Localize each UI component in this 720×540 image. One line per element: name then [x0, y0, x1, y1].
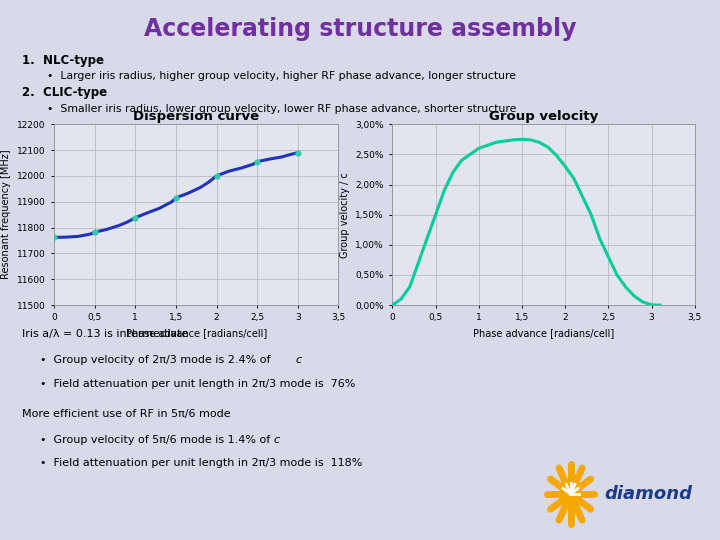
Y-axis label: Group velocity / c: Group velocity / c — [340, 172, 350, 258]
Text: Accelerating structure assembly: Accelerating structure assembly — [144, 17, 576, 41]
Text: More efficient use of RF in 5π/6 mode: More efficient use of RF in 5π/6 mode — [22, 409, 230, 419]
Text: 1.  NLC-type: 1. NLC-type — [22, 54, 104, 67]
Text: c: c — [295, 355, 302, 366]
Circle shape — [561, 481, 580, 507]
Text: diamond: diamond — [605, 485, 693, 503]
Text: •  Group velocity of 2π/3 mode is 2.4% of: • Group velocity of 2π/3 mode is 2.4% of — [40, 355, 274, 366]
Text: c: c — [274, 435, 280, 445]
Title: Dispersion curve: Dispersion curve — [133, 110, 259, 123]
Text: •  Field attenuation per unit length in 2π/3 mode is  76%: • Field attenuation per unit length in 2… — [40, 379, 355, 389]
Text: •  Smaller iris radius, lower group velocity, lower RF phase advance, shorter st: • Smaller iris radius, lower group veloc… — [47, 104, 516, 114]
Y-axis label: Resonant frequency [MHz]: Resonant frequency [MHz] — [1, 150, 12, 280]
Text: •  Larger iris radius, higher group velocity, higher RF phase advance, longer st: • Larger iris radius, higher group veloc… — [47, 71, 516, 82]
Text: •  Field attenuation per unit length in 2π/3 mode is  118%: • Field attenuation per unit length in 2… — [40, 458, 362, 469]
Text: •  Group velocity of 5π/6 mode is 1.4% of: • Group velocity of 5π/6 mode is 1.4% of — [40, 435, 274, 445]
X-axis label: Phase advance [radians/cell]: Phase advance [radians/cell] — [473, 328, 614, 338]
Text: 2.  CLIC-type: 2. CLIC-type — [22, 86, 107, 99]
X-axis label: Phase advance [radians/cell]: Phase advance [radians/cell] — [125, 328, 267, 338]
Text: Iris a/λ = 0.13 is intermediate: Iris a/λ = 0.13 is intermediate — [22, 329, 188, 340]
Title: Group velocity: Group velocity — [489, 110, 598, 123]
